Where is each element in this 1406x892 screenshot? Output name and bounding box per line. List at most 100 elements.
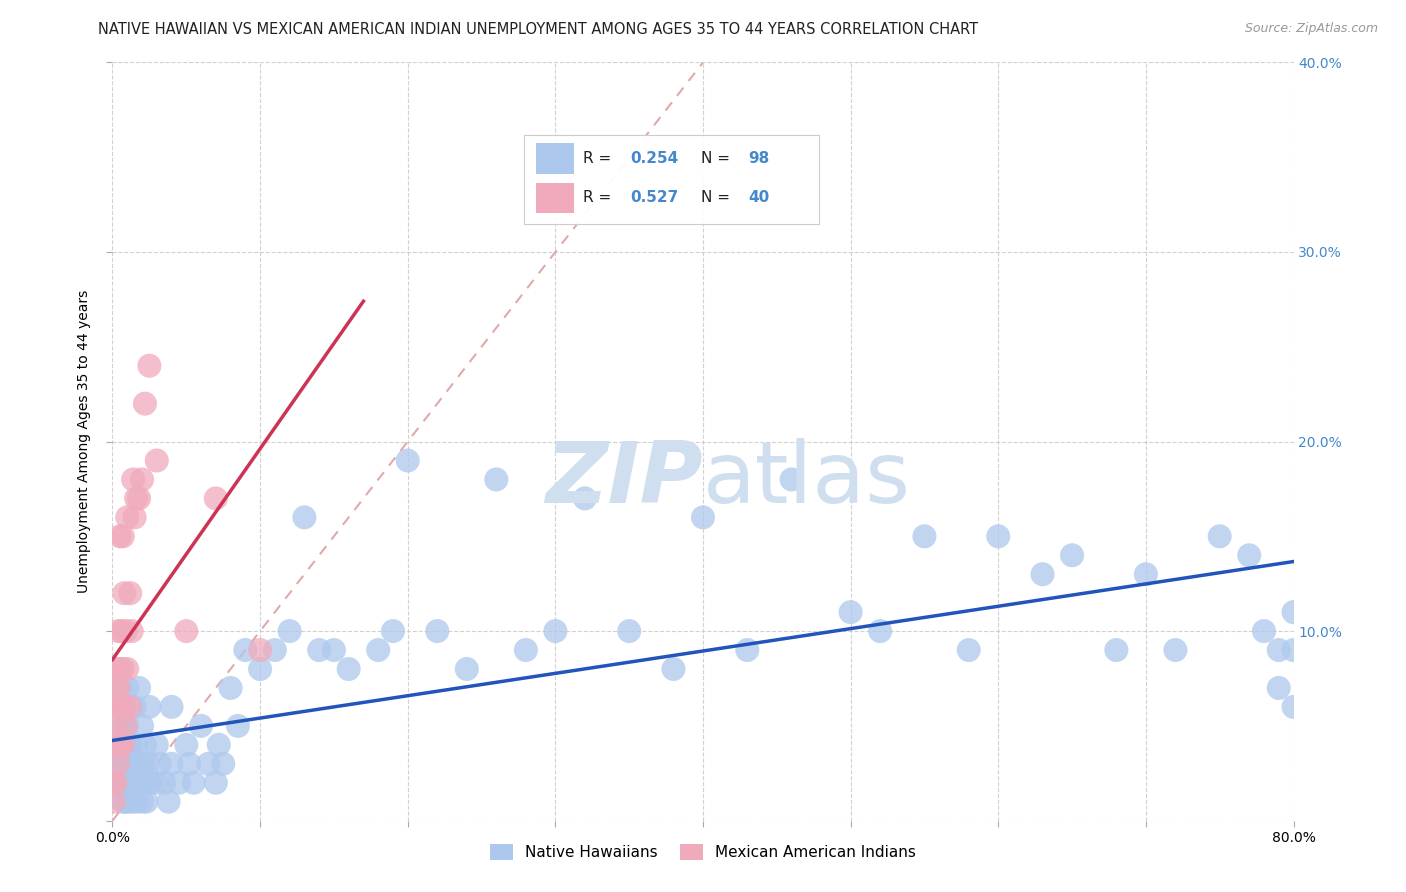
Point: [619, 624, 641, 639]
Point: [1105, 643, 1128, 657]
Point: [107, 681, 129, 695]
Point: [136, 756, 159, 771]
Y-axis label: Unemployment Among Ages 35 to 44 years: Unemployment Among Ages 35 to 44 years: [77, 290, 91, 593]
Point: [869, 624, 891, 639]
Point: [249, 662, 271, 676]
Point: [128, 491, 150, 506]
Point: [108, 776, 131, 790]
Point: [112, 586, 135, 600]
Point: [226, 719, 249, 733]
Point: [134, 396, 156, 410]
Point: [1032, 567, 1054, 582]
Point: [129, 776, 152, 790]
Point: [125, 738, 148, 752]
Point: [1239, 548, 1261, 563]
Point: [125, 491, 148, 506]
Point: [111, 738, 134, 752]
Point: [278, 624, 301, 639]
Text: Source: ZipAtlas.com: Source: ZipAtlas.com: [1244, 22, 1378, 36]
Point: [114, 795, 136, 809]
Text: 98: 98: [748, 151, 769, 166]
Point: [1282, 699, 1305, 714]
Point: [117, 681, 138, 695]
Point: [112, 756, 135, 771]
Point: [120, 699, 142, 714]
Point: [914, 529, 936, 543]
Point: [1164, 643, 1187, 657]
Point: [1268, 681, 1291, 695]
Point: [110, 699, 132, 714]
Point: [205, 491, 228, 506]
Point: [1062, 548, 1084, 563]
Point: [174, 624, 197, 639]
Point: [780, 473, 803, 487]
Point: [132, 776, 155, 790]
Point: [120, 776, 142, 790]
Point: [138, 359, 160, 373]
Point: [190, 719, 212, 733]
Point: [456, 662, 478, 676]
Point: [544, 624, 567, 639]
Point: [104, 719, 127, 733]
Point: [292, 510, 315, 524]
Point: [103, 795, 125, 809]
Point: [396, 453, 419, 467]
Point: [124, 776, 146, 790]
Point: [127, 776, 149, 790]
Point: [120, 738, 142, 752]
Point: [160, 756, 183, 771]
Point: [323, 643, 346, 657]
Point: [111, 529, 134, 543]
Point: [105, 738, 128, 752]
Point: [128, 681, 150, 695]
Point: [114, 624, 136, 639]
Point: [264, 643, 287, 657]
Point: [138, 699, 160, 714]
Point: [108, 662, 131, 676]
Point: [485, 473, 508, 487]
Point: [153, 776, 176, 790]
Point: [957, 643, 980, 657]
Point: [124, 699, 146, 714]
Point: [117, 776, 138, 790]
Point: [112, 699, 135, 714]
Point: [160, 699, 183, 714]
Point: [205, 776, 228, 790]
Point: [233, 643, 256, 657]
Point: [103, 738, 125, 752]
Point: [108, 699, 131, 714]
Point: [120, 586, 142, 600]
Point: [105, 662, 128, 676]
Point: [197, 756, 219, 771]
Point: [174, 738, 197, 752]
Point: [574, 491, 596, 506]
Point: [108, 738, 131, 752]
Point: [1208, 529, 1232, 543]
Point: [117, 510, 138, 524]
Point: [219, 681, 242, 695]
Point: [122, 473, 145, 487]
Point: [146, 776, 169, 790]
Point: [515, 643, 537, 657]
Point: [839, 605, 862, 619]
Text: R =: R =: [583, 190, 616, 205]
Text: 40: 40: [748, 190, 769, 205]
Point: [138, 776, 160, 790]
Point: [111, 776, 134, 790]
Point: [103, 776, 125, 790]
Point: [124, 510, 146, 524]
Point: [107, 624, 129, 639]
Point: [212, 756, 235, 771]
Point: [111, 662, 134, 676]
Point: [104, 681, 127, 695]
Point: [167, 776, 190, 790]
Point: [208, 738, 231, 752]
Text: ZIP: ZIP: [546, 438, 703, 521]
FancyBboxPatch shape: [536, 183, 575, 213]
Point: [105, 699, 128, 714]
Point: [692, 510, 714, 524]
Point: [112, 776, 135, 790]
Point: [121, 624, 143, 639]
Point: [131, 719, 153, 733]
Point: [112, 719, 135, 733]
